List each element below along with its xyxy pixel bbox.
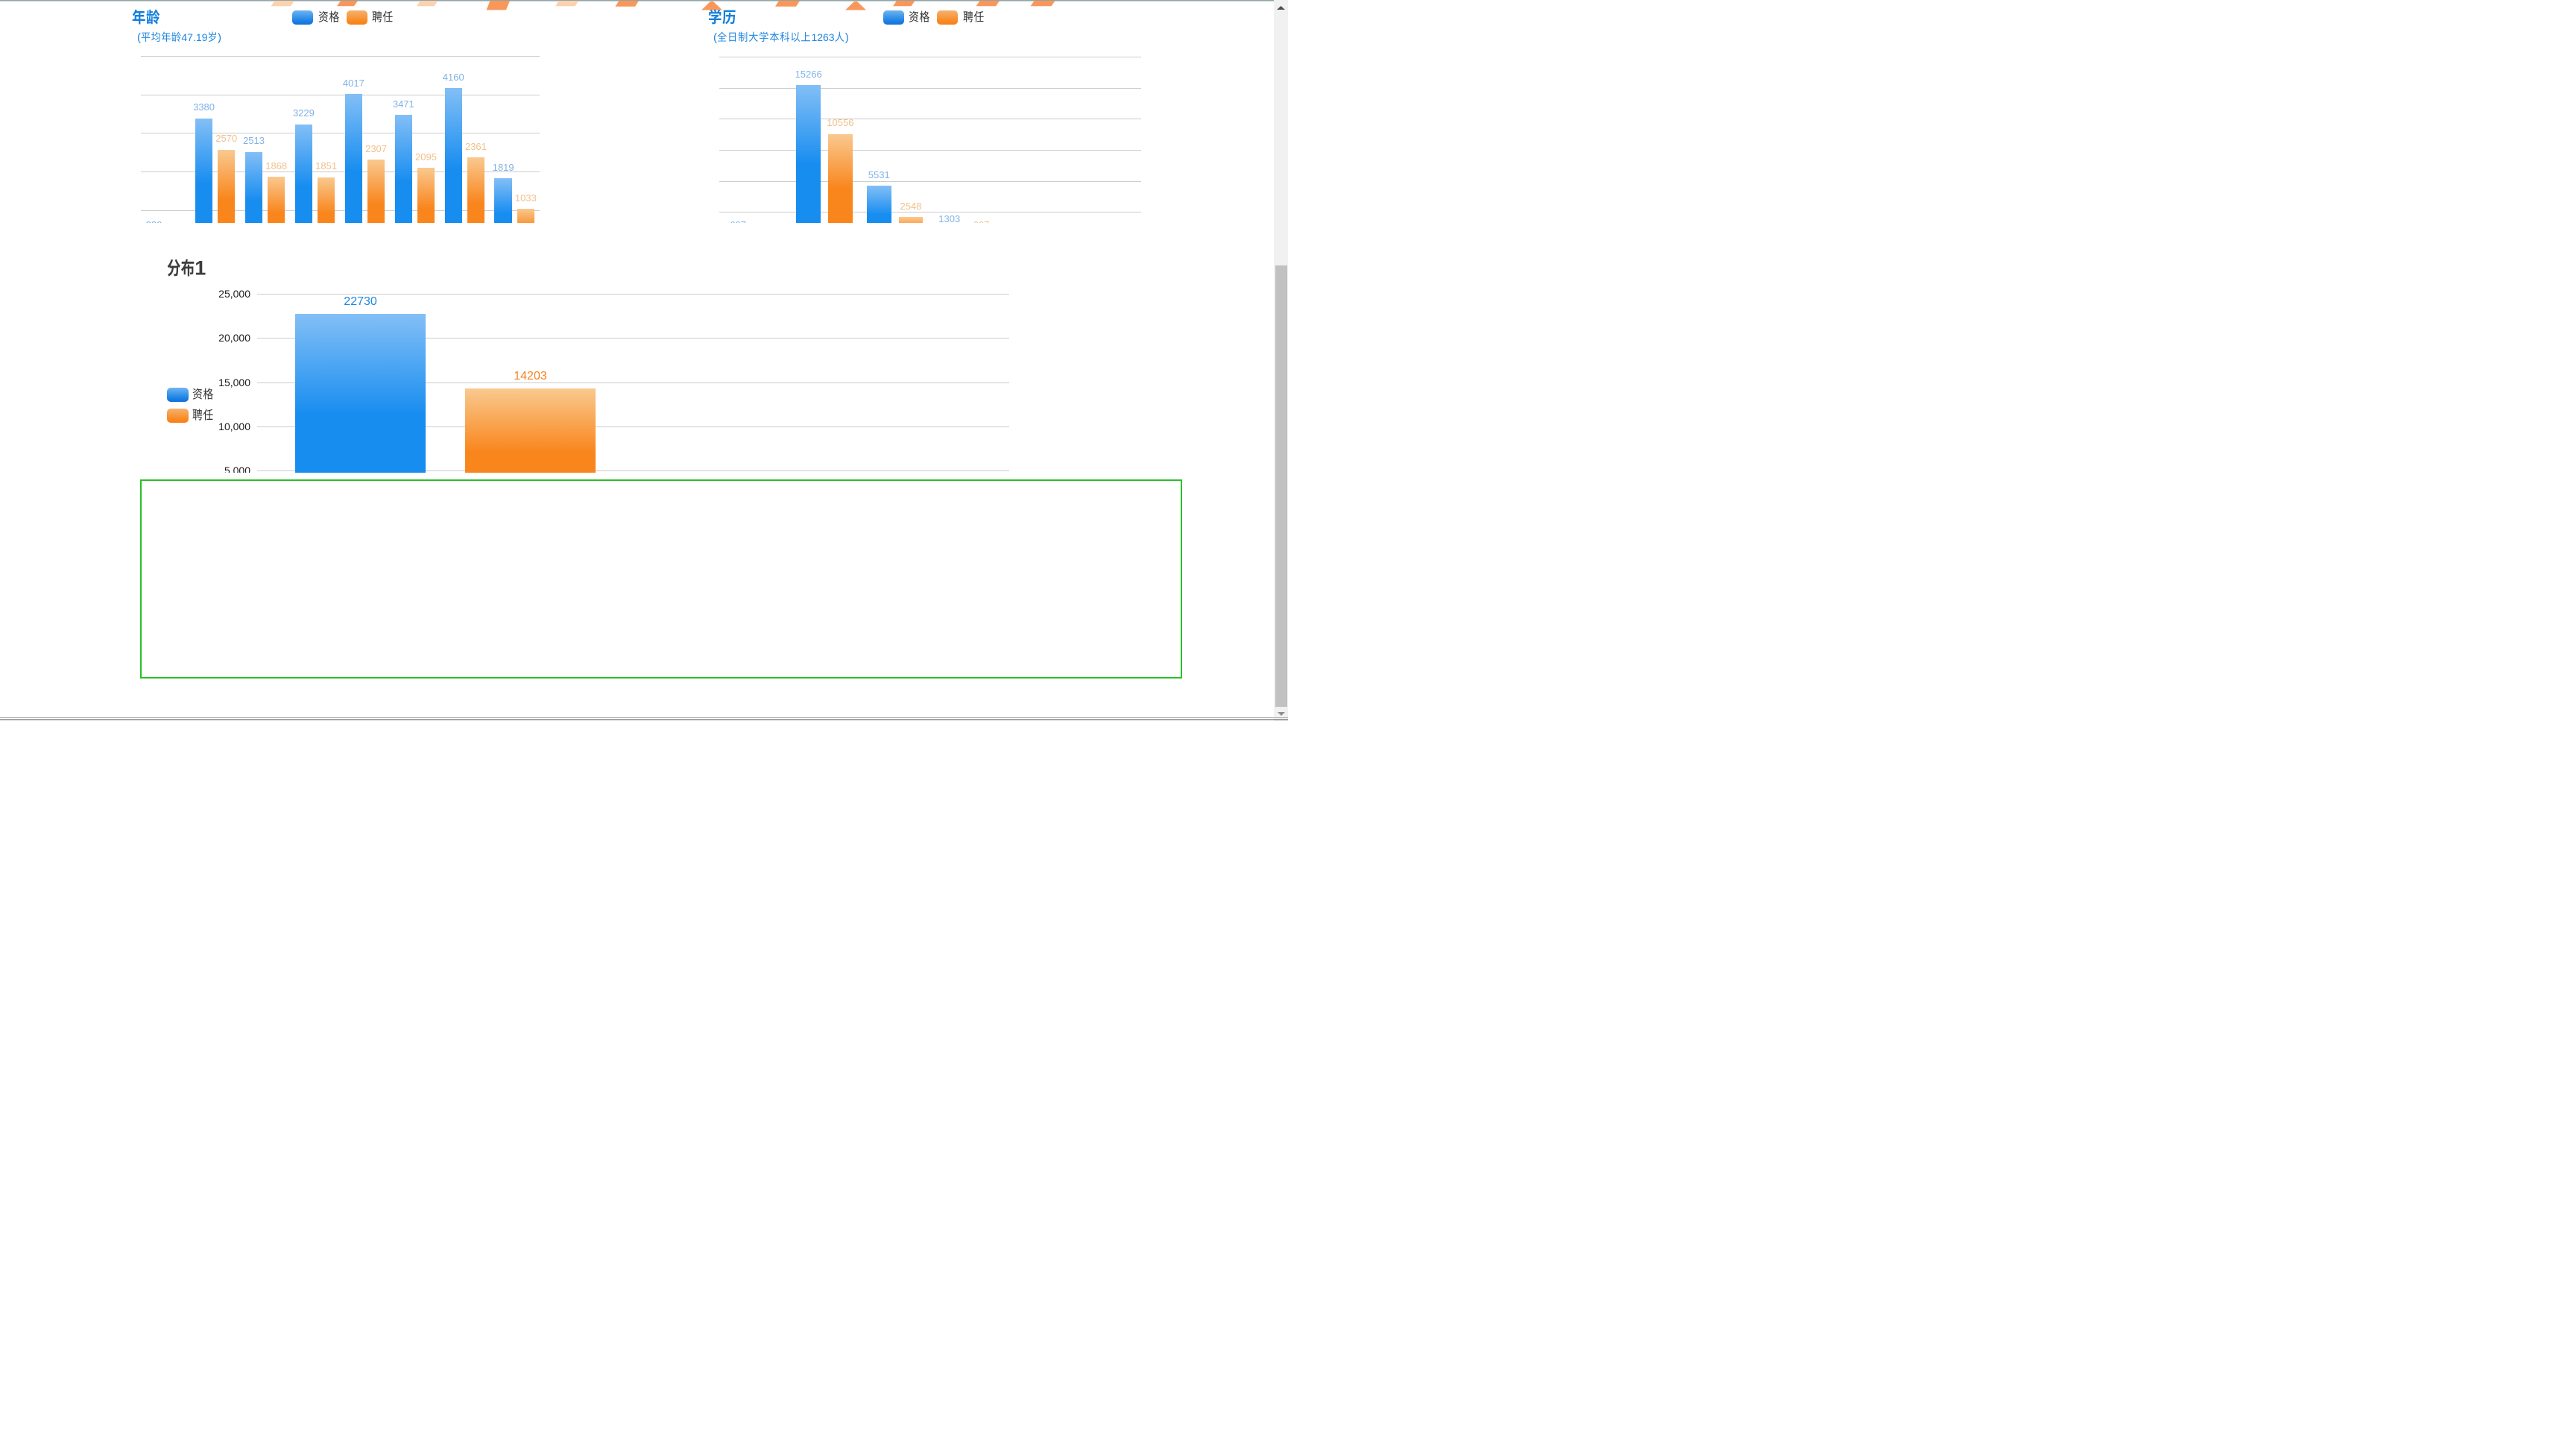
svg-text:1263: 1263 <box>811 31 834 43</box>
svg-text:): ) <box>845 31 849 44</box>
svg-text:(: ( <box>137 31 141 44</box>
svg-text:1: 1 <box>195 256 206 279</box>
svg-text:(: ( <box>713 31 717 44</box>
svg-text:47.19: 47.19 <box>182 31 208 43</box>
svg-text:): ) <box>218 31 221 44</box>
